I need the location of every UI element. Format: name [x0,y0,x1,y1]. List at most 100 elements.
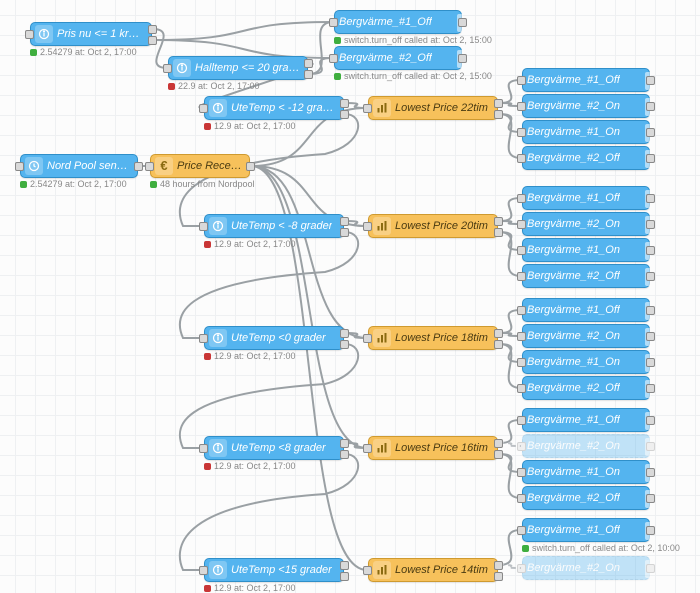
port-out[interactable] [646,76,655,85]
flow-node-lp18[interactable]: Lowest Price 18tim [368,326,498,350]
port-out[interactable] [646,494,655,503]
port-in[interactable] [517,272,526,281]
port-out[interactable] [494,99,503,108]
port-in[interactable] [25,30,34,39]
port-in[interactable] [363,222,372,231]
port-out[interactable] [646,154,655,163]
port-out[interactable] [646,306,655,315]
port-out[interactable] [646,468,655,477]
flow-node-t2off[interactable]: Bergvärme_#2_Off [334,46,462,70]
port-out[interactable] [646,442,655,451]
port-out[interactable] [340,450,349,459]
port-out[interactable] [646,358,655,367]
port-in[interactable] [517,220,526,229]
port-out[interactable] [494,110,503,119]
flow-node-e1[interactable]: Bergvärme_#1_Off [522,518,650,542]
port-out[interactable] [340,110,349,119]
flow-node-d4[interactable]: Bergvärme_#2_Off [522,486,650,510]
flow-node-lp20[interactable]: Lowest Price 20tim [368,214,498,238]
port-out[interactable] [646,384,655,393]
port-out[interactable] [646,416,655,425]
flow-node-ute15[interactable]: UteTemp <15 grader [204,558,344,582]
port-in[interactable] [15,162,24,171]
port-in[interactable] [517,76,526,85]
flow-node-ute12[interactable]: UteTemp < -12 grader [204,96,344,120]
port-out[interactable] [646,246,655,255]
port-in[interactable] [163,64,172,73]
port-out[interactable] [340,340,349,349]
port-in[interactable] [363,566,372,575]
port-out[interactable] [340,99,349,108]
port-in[interactable] [517,154,526,163]
flow-node-a4[interactable]: Bergvärme_#2_Off [522,146,650,170]
port-out[interactable] [340,572,349,581]
flow-node-a3[interactable]: Bergvärme_#1_On [522,120,650,144]
flow-node-d2[interactable]: Bergvärme_#2_On [522,434,650,458]
flow-node-b3[interactable]: Bergvärme_#1_On [522,238,650,262]
flow-node-lp14[interactable]: Lowest Price 14tim [368,558,498,582]
port-in[interactable] [199,104,208,113]
port-out[interactable] [646,272,655,281]
flow-node-nord[interactable]: Nord Pool sensor [20,154,138,178]
port-out[interactable] [494,439,503,448]
port-out[interactable] [646,194,655,203]
flow-node-ute8[interactable]: UteTemp < -8 grader [204,214,344,238]
port-in[interactable] [517,332,526,341]
port-out[interactable] [340,329,349,338]
port-in[interactable] [517,306,526,315]
port-out[interactable] [340,439,349,448]
port-out[interactable] [494,228,503,237]
port-out[interactable] [646,220,655,229]
port-out[interactable] [134,162,143,171]
port-out[interactable] [304,70,313,79]
port-out[interactable] [458,54,467,63]
port-in[interactable] [329,18,338,27]
port-in[interactable] [363,334,372,343]
port-in[interactable] [517,564,526,573]
port-in[interactable] [517,246,526,255]
port-in[interactable] [145,162,154,171]
port-out[interactable] [340,217,349,226]
flow-node-b1[interactable]: Bergvärme_#1_Off [522,186,650,210]
port-out[interactable] [494,572,503,581]
port-out[interactable] [646,128,655,137]
port-out[interactable] [494,217,503,226]
port-in[interactable] [517,384,526,393]
port-out[interactable] [246,162,255,171]
port-in[interactable] [517,128,526,137]
port-out[interactable] [340,561,349,570]
flow-node-t1off[interactable]: Bergvärme_#1_Off [334,10,462,34]
flow-node-recv[interactable]: €Price Receiver [150,154,250,178]
port-out[interactable] [304,59,313,68]
port-out[interactable] [646,102,655,111]
port-out[interactable] [148,36,157,45]
port-in[interactable] [517,494,526,503]
flow-node-d3[interactable]: Bergvärme_#1_On [522,460,650,484]
port-out[interactable] [646,332,655,341]
port-out[interactable] [494,450,503,459]
flow-node-ute0[interactable]: UteTemp <0 grader [204,326,344,350]
flow-node-lp16[interactable]: Lowest Price 16tim [368,436,498,460]
flow-node-a2[interactable]: Bergvärme_#2_On [522,94,650,118]
port-out[interactable] [494,329,503,338]
port-in[interactable] [517,416,526,425]
port-out[interactable] [148,25,157,34]
port-out[interactable] [458,18,467,27]
flow-node-lp22[interactable]: Lowest Price 22tim [368,96,498,120]
flow-node-c4[interactable]: Bergvärme_#2_Off [522,376,650,400]
port-in[interactable] [199,222,208,231]
port-in[interactable] [517,526,526,535]
flow-node-b4[interactable]: Bergvärme_#2_Off [522,264,650,288]
port-in[interactable] [517,358,526,367]
flow-node-hall[interactable]: Halltemp <= 20 grader [168,56,308,80]
port-in[interactable] [517,442,526,451]
flow-node-e2[interactable]: Bergvärme_#2_On [522,556,650,580]
flow-node-pris[interactable]: Pris nu <= 1 krona [30,22,152,46]
port-out[interactable] [646,564,655,573]
port-out[interactable] [646,526,655,535]
port-in[interactable] [329,54,338,63]
port-out[interactable] [340,228,349,237]
flow-node-b2[interactable]: Bergvärme_#2_On [522,212,650,236]
flow-node-c1[interactable]: Bergvärme_#1_Off [522,298,650,322]
flow-node-d1[interactable]: Bergvärme_#1_Off [522,408,650,432]
